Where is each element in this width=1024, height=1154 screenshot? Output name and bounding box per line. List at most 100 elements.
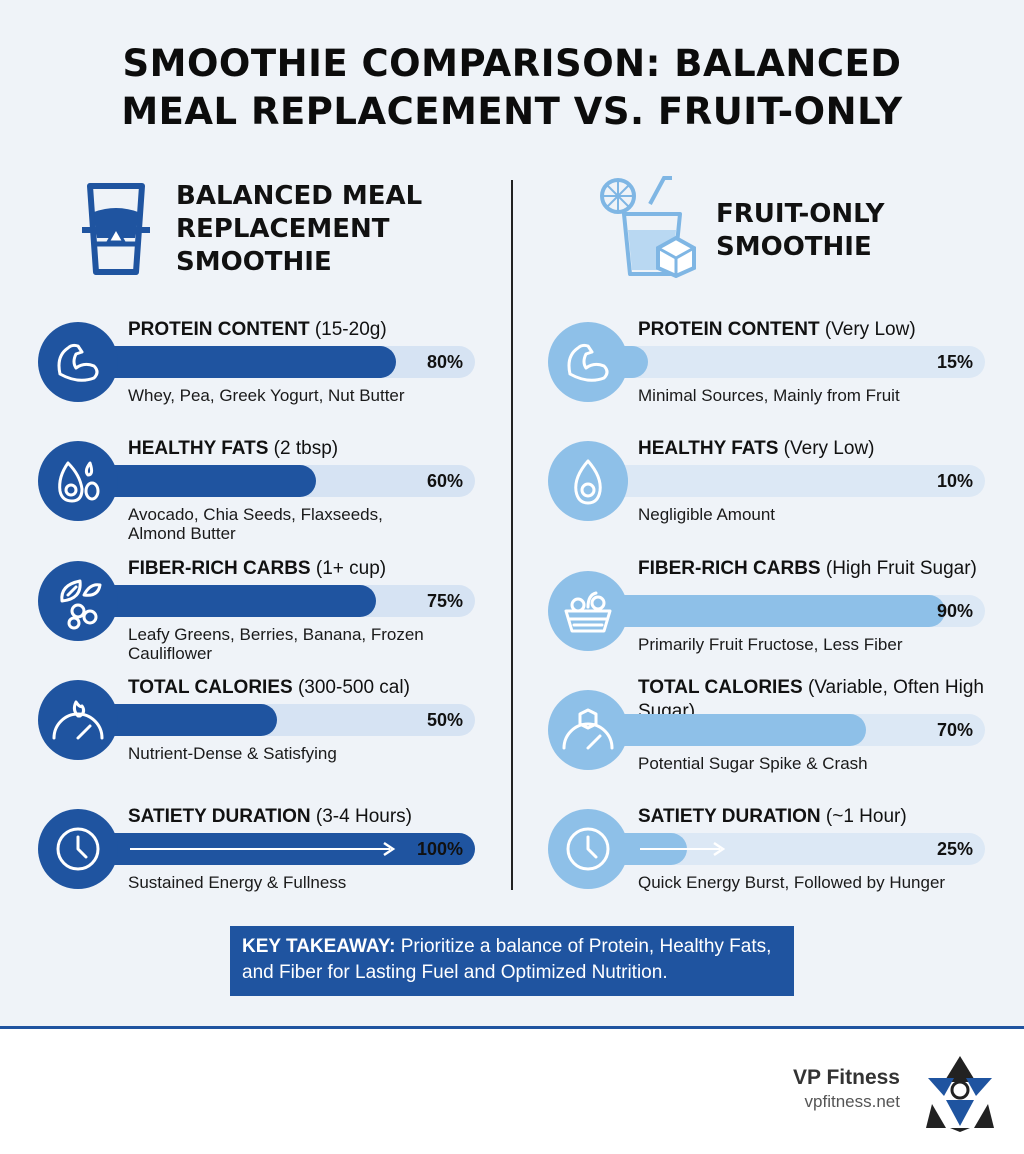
flexed-arm-icon	[38, 322, 118, 402]
category-description: Nutrient-Dense & Satisfying	[128, 744, 498, 763]
category-description: Avocado, Chia Seeds, Flaxseeds, Almond Bu…	[128, 505, 498, 543]
description-line: Quick Energy Burst, Followed by Hunger	[638, 873, 946, 892]
category-description: Minimal Sources, Mainly from Fruit	[638, 386, 1008, 405]
leaf-berries-icon	[38, 561, 118, 641]
category-label: SATIETY DURATION (~1 Hour)	[638, 805, 1018, 829]
bar-row: HEALTHY FATS (2 tbsp) 60% Avocado, Chia Se…	[38, 437, 508, 555]
bar-row: PROTEIN CONTENT (15-20g) 80% Whey, Pea, Gr…	[38, 318, 508, 436]
category-description: Potential Sugar Spike & Crash	[638, 754, 1008, 773]
category-name: HEALTHY FATS	[128, 438, 269, 459]
description-line: Sustained Energy & Fullness	[128, 873, 347, 892]
meal-jar-icon	[82, 183, 150, 275]
key-takeaway: KEY TAKEAWAY: Prioritize a balance of Pr…	[230, 926, 794, 996]
sugar-gauge-icon	[548, 690, 628, 770]
bar-row: PROTEIN CONTENT (Very Low) 15% Minimal Sou…	[548, 318, 1018, 436]
description-line: Minimal Sources, Mainly from Fruit	[638, 386, 900, 405]
category-qualifier: (1+ cup)	[310, 558, 387, 579]
bar-value-label: 75%	[426, 591, 463, 611]
flame-gauge-icon	[38, 680, 118, 760]
bar-fill	[78, 585, 376, 617]
description-line: Leafy Greens, Berries, Banana, Frozen	[128, 625, 424, 644]
category-name: TOTAL CALORIES	[638, 677, 803, 698]
bar-value-label: 15%	[936, 352, 973, 372]
bar-value-label: 60%	[426, 471, 463, 491]
key-takeaway-text: Prioritize a balance of Protein, Healthy…	[242, 936, 772, 983]
description-line: Negligible Amount	[638, 505, 776, 524]
category-name: FIBER-RICH CARBS	[638, 558, 821, 579]
category-name: TOTAL CALORIES	[128, 677, 293, 698]
description-line: Avocado, Chia Seeds, Flaxseeds,	[128, 505, 383, 524]
category-name: PROTEIN CONTENT	[128, 319, 310, 340]
description-line: Almond Butter	[128, 524, 236, 543]
left-column-heading: BALANCED MEAL REPLACEMENT SMOOTHIE	[176, 181, 423, 277]
arrow-icon	[640, 848, 720, 850]
clock-icon	[38, 809, 118, 889]
title-line-1: SMOOTHIE COMPARISON: BALANCED	[122, 42, 902, 85]
category-qualifier: (Very Low)	[778, 438, 875, 459]
bar-value-label: 100%	[416, 839, 463, 859]
bar-track	[588, 346, 985, 378]
category-label: FIBER-RICH CARBS (1+ cup)	[128, 557, 508, 581]
category-description: Negligible Amount	[638, 505, 1008, 524]
category-name: PROTEIN CONTENT	[638, 319, 820, 340]
category-label: HEALTHY FATS (2 tbsp)	[128, 437, 508, 461]
bar-row: TOTAL CALORIES (300-500 cal) 50% Nutrient-…	[38, 676, 508, 794]
category-label: TOTAL CALORIES (300-500 cal)	[128, 676, 508, 700]
key-takeaway-lead: KEY TAKEAWAY:	[242, 936, 396, 957]
category-qualifier: (15-20g)	[309, 319, 387, 340]
category-name: HEALTHY FATS	[638, 438, 779, 459]
category-description: Leafy Greens, Berries, Banana, Frozen Cau…	[128, 625, 498, 663]
category-qualifier: (2 tbsp)	[268, 438, 339, 459]
bar-row: SATIETY DURATION (~1 Hour) 25% Quick Energ…	[548, 805, 1018, 923]
bar-value-label: 70%	[936, 720, 973, 740]
bar-row: HEALTHY FATS (Very Low) 10% Negligible Amo…	[548, 437, 1018, 555]
category-label: HEALTHY FATS (Very Low)	[638, 437, 1018, 461]
description-line: Whey, Pea, Greek Yogurt, Nut Butter	[128, 386, 405, 405]
category-label: SATIETY DURATION (3-4 Hours)	[128, 805, 508, 829]
bar-value-label: 90%	[936, 601, 973, 621]
bar-fill	[78, 346, 396, 378]
arrow-head-icon	[713, 841, 726, 857]
avocado-seeds-icon	[38, 441, 118, 521]
bar-row: FIBER-RICH CARBS (High Fruit Sugar) 90% Pr…	[548, 557, 1018, 675]
category-name: FIBER-RICH CARBS	[128, 558, 311, 579]
flexed-arm-icon	[548, 322, 628, 402]
bar-fill	[588, 714, 866, 746]
vp-fitness-logo-icon	[926, 1056, 994, 1132]
category-label: FIBER-RICH CARBS (High Fruit Sugar)	[638, 557, 1018, 581]
category-description: Sustained Energy & Fullness	[128, 873, 498, 892]
category-qualifier: (High Fruit Sugar)	[820, 558, 977, 579]
bar-track	[588, 465, 985, 497]
bar-fill	[588, 595, 945, 627]
description-line: Primarily Fruit Fructose, Less Fiber	[638, 635, 903, 654]
arrow-icon	[130, 848, 390, 850]
brand-name: VP Fitness	[793, 1066, 900, 1089]
category-name: SATIETY DURATION	[638, 806, 821, 827]
category-description: Whey, Pea, Greek Yogurt, Nut Butter	[128, 386, 498, 405]
fruit-basket-icon	[548, 571, 628, 651]
description-line: Potential Sugar Spike & Crash	[638, 754, 868, 773]
bar-row: SATIETY DURATION (3-4 Hours) 100% Sustaine…	[38, 805, 508, 923]
column-divider	[511, 180, 513, 890]
brand-url: vpfitness.net	[804, 1092, 900, 1111]
category-qualifier: (300-500 cal)	[292, 677, 410, 698]
description-line: Nutrient-Dense & Satisfying	[128, 744, 337, 763]
infographic-panel: SMOOTHIE COMPARISON: BALANCED MEAL REPLA…	[0, 0, 1024, 1026]
bar-value-label: 25%	[936, 839, 973, 859]
right-column-heading: FRUIT-ONLY SMOOTHIE	[716, 199, 885, 262]
bar-value-label: 10%	[936, 471, 973, 491]
fruit-drink-icon	[600, 176, 696, 278]
category-qualifier: (Very Low)	[819, 319, 916, 340]
category-qualifier: (3-4 Hours)	[310, 806, 412, 827]
category-description: Primarily Fruit Fructose, Less Fiber	[638, 635, 1008, 654]
arrow-head-icon	[383, 841, 396, 857]
category-label: TOTAL CALORIES (Variable, Often High Sug…	[638, 676, 1018, 724]
category-description: Quick Energy Burst, Followed by Hunger	[638, 873, 1008, 892]
bar-value-label: 80%	[426, 352, 463, 372]
category-name: SATIETY DURATION	[128, 806, 311, 827]
bar-row: TOTAL CALORIES (Variable, Often High Sug…	[548, 676, 1018, 794]
category-label: PROTEIN CONTENT (15-20g)	[128, 318, 508, 342]
footer	[0, 1026, 1024, 1154]
description-line: Cauliflower	[128, 644, 213, 663]
bar-value-label: 50%	[426, 710, 463, 730]
